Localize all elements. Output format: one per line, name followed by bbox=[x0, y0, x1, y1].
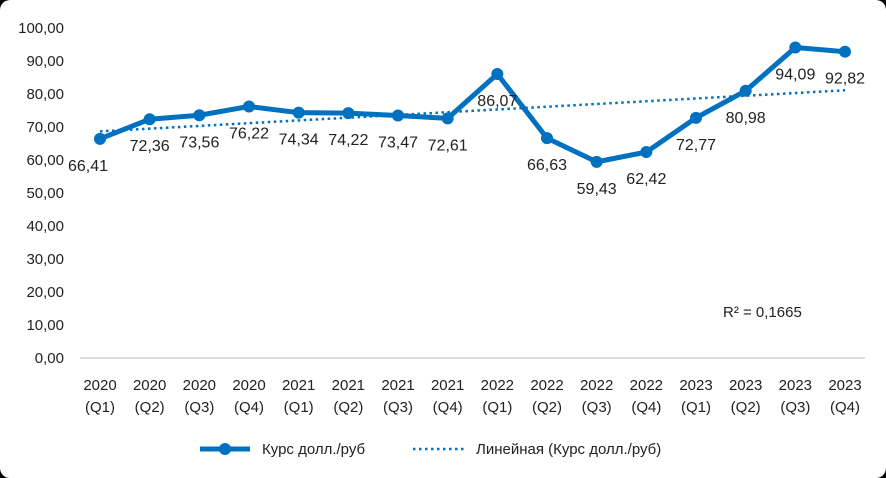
x-tick-label-quarter: (Q1) bbox=[482, 399, 512, 416]
trendline bbox=[99, 89, 846, 133]
y-tick-label: 0,00 bbox=[35, 350, 64, 367]
x-tick-label-year: 2021 bbox=[381, 377, 414, 394]
data-point bbox=[789, 41, 802, 54]
data-label: 72,61 bbox=[428, 137, 468, 154]
x-tick-label-year: 2020 bbox=[232, 377, 265, 394]
x-tick-label-year: 2021 bbox=[282, 377, 315, 394]
x-tick-label-quarter: (Q4) bbox=[234, 399, 264, 416]
x-tick-label-year: 2022 bbox=[580, 377, 613, 394]
y-tick-label: 50,00 bbox=[26, 185, 64, 202]
data-label: 62,42 bbox=[626, 171, 666, 188]
data-label: 72,36 bbox=[130, 138, 170, 155]
data-point bbox=[640, 146, 653, 159]
x-tick-label-quarter: (Q3) bbox=[184, 399, 214, 416]
data-label: 92,82 bbox=[825, 71, 865, 88]
x-tick-label-quarter: (Q4) bbox=[433, 399, 463, 416]
data-point bbox=[292, 106, 305, 119]
legend: Курс долл./руб Линейная (Курс долл./руб) bbox=[200, 441, 661, 458]
series-line bbox=[99, 45, 846, 165]
x-tick-label-year: 2022 bbox=[530, 377, 563, 394]
data-label: 59,43 bbox=[577, 181, 617, 198]
y-axis: 0,00 10,00 20,00 30,00 40,00 50,00 60,00 70,00 8… bbox=[18, 20, 64, 367]
data-point bbox=[392, 109, 404, 122]
x-tick-label-quarter: (Q4) bbox=[631, 399, 661, 416]
legend-series-label: Курс долл./руб bbox=[262, 441, 365, 458]
data-label: 73,47 bbox=[378, 135, 418, 152]
x-tick-label-quarter: (Q2) bbox=[333, 399, 363, 416]
data-point bbox=[590, 155, 603, 168]
x-tick-label-quarter: (Q2) bbox=[532, 399, 562, 416]
data-point bbox=[243, 100, 255, 113]
y-tick-label: 30,00 bbox=[26, 251, 64, 268]
data-label: 66,63 bbox=[527, 157, 567, 174]
x-tick-label-quarter: (Q1) bbox=[284, 399, 314, 416]
x-tick-label-quarter: (Q2) bbox=[135, 399, 165, 416]
x-tick-label-quarter: (Q1) bbox=[85, 399, 115, 416]
data-point bbox=[839, 45, 851, 58]
trendline-layer bbox=[99, 89, 846, 133]
data-point bbox=[491, 67, 504, 80]
data-label: 74,34 bbox=[279, 132, 319, 149]
x-tick-label-quarter: (Q3) bbox=[780, 399, 810, 416]
data-point bbox=[739, 84, 752, 97]
data-label: 73,56 bbox=[179, 134, 219, 151]
x-tick-label-year: 2020 bbox=[183, 377, 216, 394]
x-tick-label-year: 2020 bbox=[83, 377, 116, 394]
x-tick-label-quarter: (Q4) bbox=[830, 399, 860, 416]
data-point bbox=[143, 113, 156, 126]
data-label: 72,77 bbox=[676, 137, 716, 154]
x-tick-label-year: 2022 bbox=[630, 377, 663, 394]
legend-trend-label: Линейная (Курс долл./руб) bbox=[476, 441, 661, 458]
data-label: 80,98 bbox=[726, 110, 766, 127]
y-tick-label: 20,00 bbox=[26, 284, 64, 301]
y-tick-label: 100,00 bbox=[18, 20, 64, 37]
x-tick-label-quarter: (Q3) bbox=[582, 399, 612, 416]
data-label: 74,22 bbox=[328, 132, 368, 149]
y-tick-label: 60,00 bbox=[26, 152, 64, 169]
x-tick-label-quarter: (Q1) bbox=[681, 399, 711, 416]
x-tick-label-year: 2023 bbox=[828, 377, 861, 394]
data-point bbox=[441, 112, 454, 125]
x-tick-label-year: 2021 bbox=[431, 377, 464, 394]
y-tick-label: 40,00 bbox=[26, 218, 64, 235]
data-point bbox=[193, 109, 206, 122]
data-label: 94,09 bbox=[775, 67, 815, 84]
x-axis: 2020 (Q1) 2020 (Q2) 2020 (Q3) 2020 (Q4) 2021 (Q1)… bbox=[80, 357, 865, 416]
x-tick-label-year: 2021 bbox=[332, 377, 365, 394]
legend-series-marker bbox=[219, 443, 231, 455]
x-tick-label-year: 2023 bbox=[779, 377, 812, 394]
data-point bbox=[94, 132, 106, 145]
x-tick-label-quarter: (Q2) bbox=[731, 399, 761, 416]
data-point bbox=[541, 132, 553, 145]
y-tick-label: 10,00 bbox=[26, 317, 64, 334]
x-tick-label-year: 2023 bbox=[729, 377, 762, 394]
data-label: 86,07 bbox=[477, 93, 517, 110]
data-label: 76,22 bbox=[229, 125, 269, 142]
x-tick-label-year: 2023 bbox=[679, 377, 712, 394]
data-label: 66,41 bbox=[68, 158, 108, 175]
series-layer bbox=[94, 41, 851, 168]
y-tick-label: 70,00 bbox=[26, 119, 64, 136]
y-tick-label: 80,00 bbox=[26, 86, 64, 103]
x-tick-label-year: 2020 bbox=[133, 377, 166, 394]
x-tick-label-year: 2022 bbox=[481, 377, 514, 394]
data-point bbox=[690, 111, 702, 124]
r-squared-label: R² = 0,1665 bbox=[723, 304, 802, 321]
data-labels: 66,41 72,36 73,56 76,22 74,34 74,22 73,47 72,61… bbox=[68, 67, 865, 198]
x-tick-label-quarter: (Q3) bbox=[383, 399, 413, 416]
data-point bbox=[342, 107, 355, 120]
y-tick-label: 90,00 bbox=[26, 53, 64, 70]
